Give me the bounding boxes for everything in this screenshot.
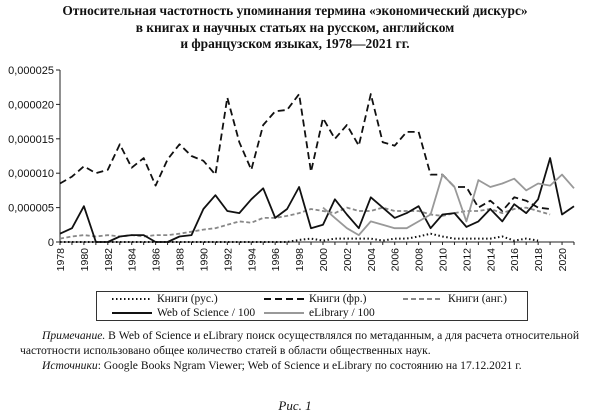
series-wos	[59, 157, 575, 243]
x-tick-label: 1980	[79, 248, 91, 272]
line-chart: 0,000025 0,000020 0,000015 0,000010 0,000005…	[8, 66, 575, 272]
x-tick-label: 1984	[127, 248, 139, 272]
x-tick-label: 1988	[175, 248, 187, 272]
x-tick-label: 2010	[438, 248, 450, 272]
legend-item-ru: Книги (рус.)	[111, 293, 218, 305]
title-line-3: и французском языках, 1978—2021 гг.	[180, 36, 410, 51]
x-tick-label: 1992	[222, 248, 234, 272]
x-tick-label: 2014	[485, 248, 497, 272]
y-tick-label: 0,000015	[8, 134, 54, 146]
series-books-en	[59, 206, 551, 240]
sources-label: Источники	[42, 359, 98, 372]
series-books-ru	[60, 232, 539, 243]
legend-swatch-wos	[112, 312, 152, 314]
legend-item-fr: Книги (фр.)	[263, 293, 366, 305]
legend-item-wos: Web of Science / 100	[111, 307, 255, 319]
note-paragraph: Примечание. В Web of Science и eLibrary …	[20, 328, 585, 358]
legend-label-elib: eLibrary / 100	[309, 307, 375, 319]
notes-block: Примечание. В Web of Science и eLibrary …	[20, 328, 585, 373]
legend-label-wos: Web of Science / 100	[157, 307, 256, 319]
y-tick-label: 0,000020	[8, 99, 54, 111]
x-tick-label: 2018	[533, 248, 545, 272]
figure-caption: Рис. 1	[278, 398, 312, 413]
series-books-fr	[59, 93, 551, 212]
y-tick-label: 0,000005	[8, 203, 54, 215]
x-tick-label: 2016	[509, 248, 521, 272]
y-tick-label: 0,000010	[8, 168, 54, 180]
x-tick-label: 2006	[390, 248, 402, 272]
legend-label-fr: Книги (фр.)	[309, 293, 367, 305]
legend-swatch-ru	[112, 298, 152, 300]
legend-label-ru: Книги (рус.)	[157, 293, 218, 305]
chart-legend: Книги (рус.) Книги (фр.) Книги (анг.) We…	[96, 291, 528, 321]
x-tick-label: 1990	[198, 248, 210, 272]
x-tick-label: 2000	[318, 248, 330, 272]
x-tick-label: 1978	[55, 248, 67, 272]
chart-title: Относительная частотность упоминания тер…	[0, 3, 590, 53]
legend-label-en: Книги (анг.)	[448, 293, 507, 305]
title-line-1: Относительная частотность упоминания тер…	[62, 3, 528, 18]
y-tick-label: 0,000025	[8, 66, 54, 77]
x-tick-label: 1994	[246, 248, 258, 272]
note-text: В Web of Science и eLibrary поиск осущес…	[20, 329, 580, 357]
legend-item-en: Книги (анг.)	[402, 293, 507, 305]
x-tick-label: 2020	[557, 248, 569, 272]
x-tick-label: 1996	[270, 248, 282, 272]
x-tick-label: 2012	[461, 248, 473, 272]
x-tick-label: 1986	[151, 248, 163, 272]
legend-swatch-en	[403, 298, 443, 300]
legend-item-elib: eLibrary / 100	[263, 307, 375, 319]
x-tick-label: 1998	[294, 248, 306, 272]
x-tick-label: 1982	[103, 248, 115, 272]
legend-swatch-fr	[264, 298, 304, 300]
y-tick-label: 0	[48, 237, 54, 249]
legend-swatch-elib	[264, 312, 304, 314]
title-line-2: в книгах и научных статьях на русском, а…	[135, 19, 455, 35]
x-tick-label: 2002	[342, 248, 354, 272]
sources-text: : Google Books Ngram Viewer; Web of Scie…	[97, 359, 522, 372]
x-tick-label: 2008	[414, 248, 426, 272]
x-tick-label: 2004	[366, 248, 378, 272]
note-label: Примечание.	[42, 329, 106, 342]
sources-paragraph: Источники: Google Books Ngram Viewer; We…	[20, 358, 585, 373]
series-elibrary	[322, 173, 575, 236]
